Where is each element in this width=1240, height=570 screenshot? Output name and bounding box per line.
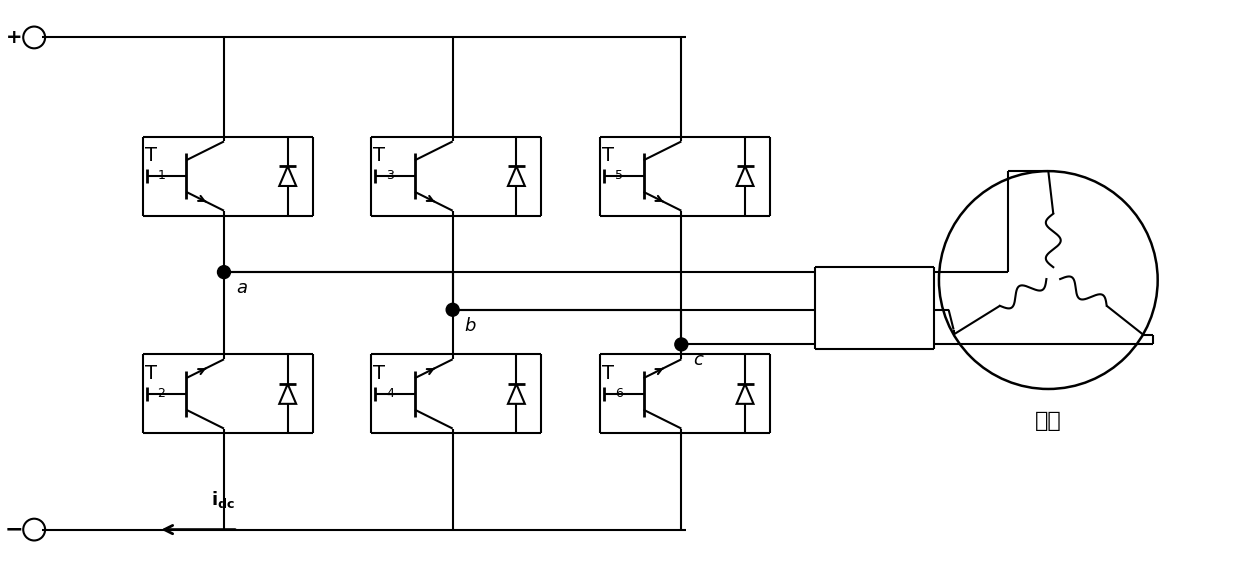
- Text: $\mathbf{i}_{\mathbf{dc}}$: $\mathbf{i}_{\mathbf{dc}}$: [211, 489, 236, 510]
- Text: a: a: [236, 279, 247, 297]
- Text: T: T: [601, 146, 614, 165]
- Text: T: T: [601, 364, 614, 382]
- Text: 2: 2: [157, 386, 165, 400]
- Text: 5: 5: [615, 169, 622, 182]
- Text: −: −: [5, 520, 24, 540]
- Text: 电机: 电机: [1035, 411, 1061, 431]
- Circle shape: [675, 338, 688, 351]
- Text: 1: 1: [157, 169, 165, 182]
- Text: T: T: [373, 146, 386, 165]
- Text: 6: 6: [615, 386, 622, 400]
- Circle shape: [217, 266, 231, 279]
- Text: c: c: [693, 351, 703, 369]
- Text: T: T: [145, 364, 156, 382]
- Text: 3: 3: [386, 169, 394, 182]
- Text: T: T: [145, 146, 156, 165]
- Text: 4: 4: [386, 386, 394, 400]
- Text: T: T: [373, 364, 386, 382]
- Text: +: +: [6, 28, 22, 47]
- Circle shape: [446, 303, 459, 316]
- Text: b: b: [465, 317, 476, 335]
